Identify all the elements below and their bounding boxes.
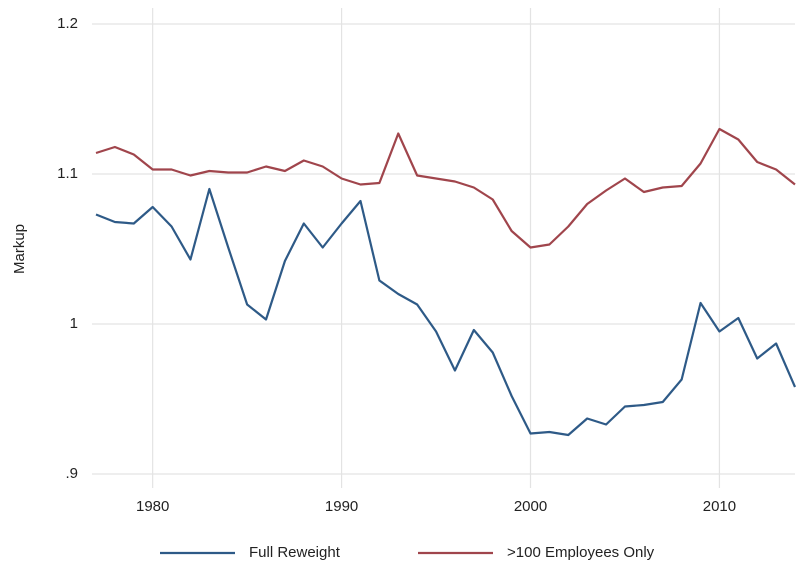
legend-label: >100 Employees Only xyxy=(507,544,655,561)
y-tick-label: 1.1 xyxy=(57,165,78,182)
x-tick-label: 1990 xyxy=(325,498,358,515)
x-tick-label: 1980 xyxy=(136,498,169,515)
data-line xyxy=(95,127,796,249)
y-tick-label: 1.2 xyxy=(57,15,78,32)
data-line xyxy=(95,187,797,437)
y-tick-label: .9 xyxy=(65,465,78,482)
y-axis-label: Markup xyxy=(11,224,28,274)
x-tick-label: 2010 xyxy=(703,498,736,515)
x-tick-label: 2000 xyxy=(514,498,547,515)
legend-label: Full Reweight xyxy=(249,544,341,561)
y-tick-label: 1 xyxy=(70,315,78,332)
